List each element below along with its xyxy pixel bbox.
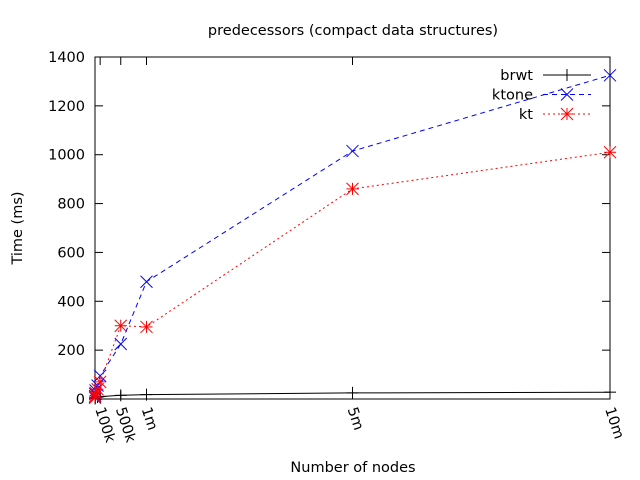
series-line-ktone [94,74,611,397]
y-tick-label: 0 [76,392,85,408]
data-point-brwt [114,389,127,402]
y-tick-label: 400 [57,294,85,310]
data-point-kt [114,319,128,333]
chart-title: predecessors (compact data structures) [208,23,498,39]
x-axis-label: Number of nodes [290,460,415,476]
x-tick-label: 5m [344,405,366,432]
data-point-brwt [346,386,359,399]
data-point-ktone [140,275,153,289]
x-tick-label: 1m [138,405,160,432]
legend-marker-brwt [561,69,573,81]
legend-label-kt: kt [519,107,533,123]
data-point-ktone [603,68,617,82]
data-point-ktone [93,369,107,383]
y-tick-label: 800 [57,197,85,213]
legend-marker-ktone [560,88,574,101]
y-tick-label: 1000 [48,148,85,164]
y-tick-label: 1200 [48,99,85,115]
data-point-kt [140,320,153,334]
legend: brwt ktone kt [492,68,591,123]
data-point-kt [89,386,102,400]
y-tick-label: 1400 [48,50,85,66]
legend-label-brwt: brwt [500,68,533,84]
y-axis-label: Time (ms) [10,191,26,265]
data-point-brwt [140,388,153,401]
data-point-brwt [604,386,616,399]
data-point-ktone [114,337,128,351]
data-point-kt [603,145,617,159]
data-point-ktone [346,144,359,158]
data-point-kt [346,182,359,196]
legend-label-ktone: ktone [492,88,533,104]
x-tick-label: 10m [601,405,626,441]
y-tick-label: 200 [57,343,85,359]
legend-marker-kt [560,107,574,121]
data-point-kt [93,375,107,389]
y-tick-label: 600 [57,245,85,261]
data-point-kt [91,382,104,396]
